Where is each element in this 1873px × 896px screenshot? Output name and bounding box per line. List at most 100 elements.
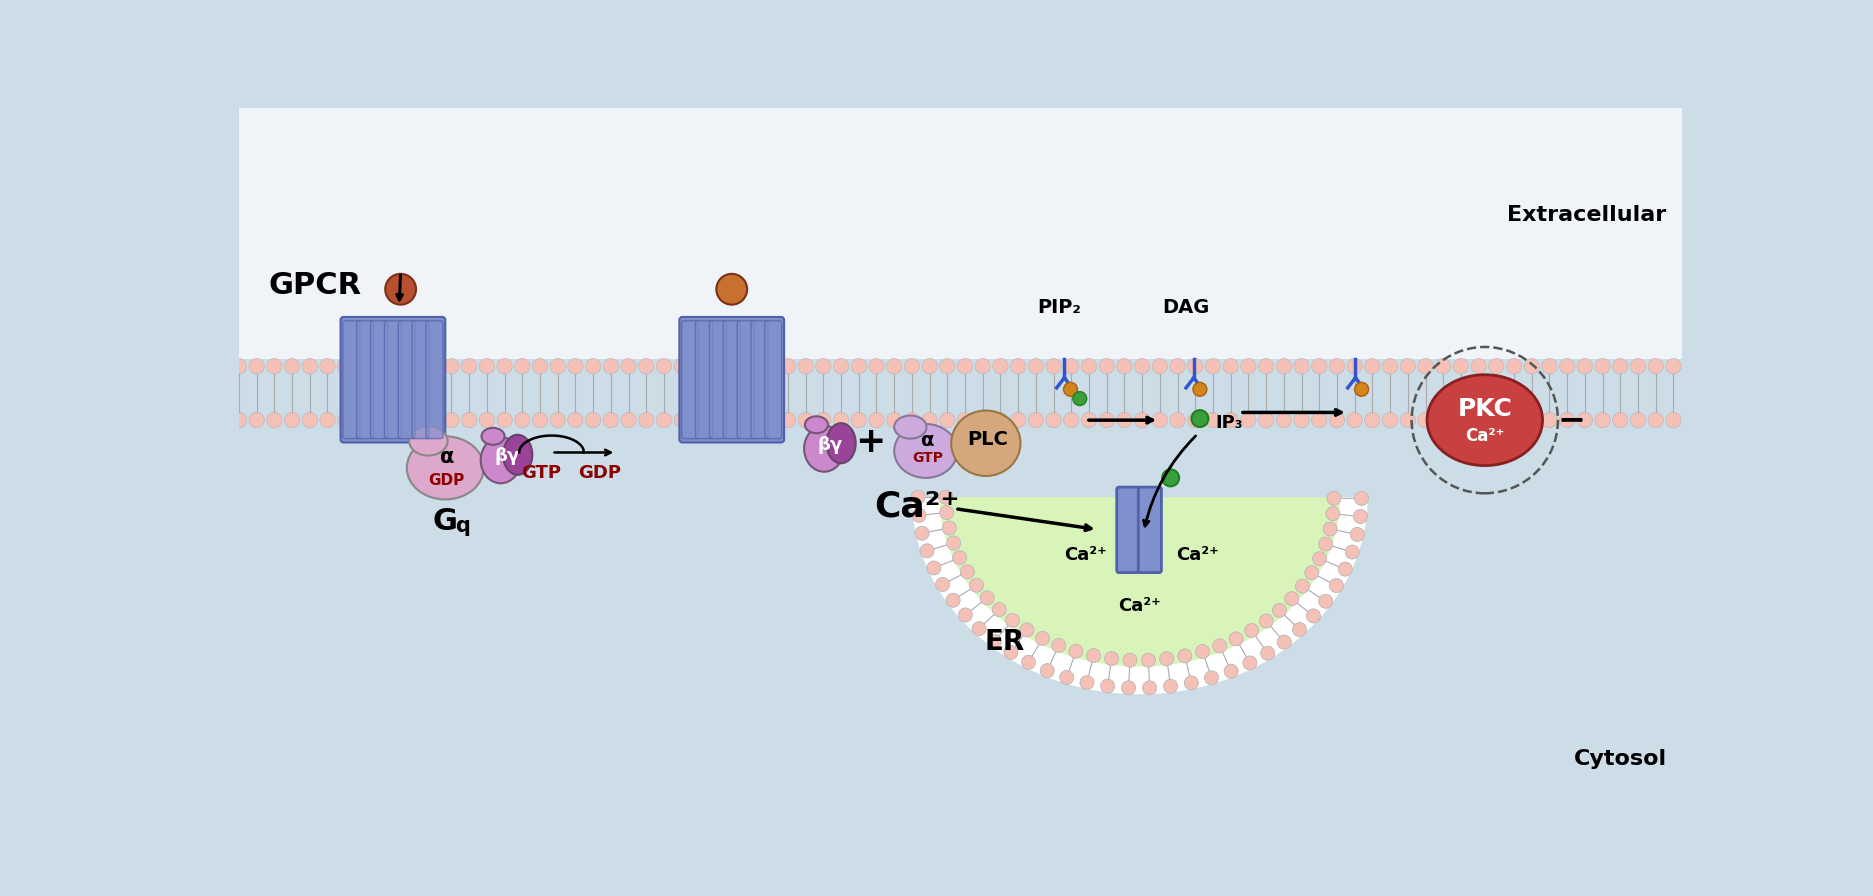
Circle shape (1418, 412, 1433, 428)
FancyBboxPatch shape (710, 321, 727, 439)
Text: Ca²⁺: Ca²⁺ (1118, 598, 1161, 616)
Circle shape (1304, 565, 1319, 580)
Circle shape (1613, 412, 1628, 428)
Circle shape (1229, 632, 1242, 646)
FancyBboxPatch shape (371, 321, 388, 439)
Text: IP₃: IP₃ (1216, 414, 1242, 432)
Circle shape (1068, 644, 1083, 659)
Circle shape (912, 508, 925, 522)
Circle shape (1045, 412, 1060, 428)
Circle shape (1122, 681, 1135, 694)
Circle shape (1122, 653, 1137, 668)
Circle shape (1028, 412, 1043, 428)
Circle shape (1345, 545, 1358, 559)
Circle shape (532, 358, 547, 374)
Circle shape (1337, 562, 1352, 576)
Circle shape (496, 358, 511, 374)
Ellipse shape (893, 424, 957, 478)
Circle shape (249, 358, 264, 374)
Circle shape (496, 412, 511, 428)
Circle shape (938, 358, 955, 374)
Circle shape (1019, 623, 1034, 637)
Circle shape (1086, 649, 1099, 663)
Circle shape (1079, 676, 1094, 690)
Circle shape (1116, 358, 1131, 374)
Circle shape (656, 358, 671, 374)
Circle shape (356, 412, 371, 428)
Circle shape (815, 358, 830, 374)
Circle shape (1311, 358, 1326, 374)
Text: +: + (854, 425, 886, 459)
Polygon shape (912, 497, 1367, 694)
Circle shape (1452, 412, 1468, 428)
Circle shape (1294, 579, 1309, 593)
Bar (238, 108, 1682, 358)
Circle shape (946, 536, 961, 550)
Circle shape (959, 564, 974, 579)
Circle shape (946, 536, 961, 550)
Circle shape (1523, 358, 1538, 374)
Circle shape (914, 526, 929, 540)
Circle shape (1040, 664, 1054, 677)
FancyBboxPatch shape (412, 321, 429, 439)
Text: GDP: GDP (577, 463, 620, 481)
Circle shape (935, 578, 950, 591)
Circle shape (390, 358, 406, 374)
Ellipse shape (481, 428, 504, 444)
FancyBboxPatch shape (680, 317, 783, 443)
Circle shape (230, 358, 247, 374)
Circle shape (1506, 358, 1521, 374)
Circle shape (1558, 412, 1573, 428)
Circle shape (938, 505, 953, 520)
Circle shape (1223, 358, 1238, 374)
Circle shape (886, 412, 901, 428)
Circle shape (1191, 410, 1208, 427)
Circle shape (938, 412, 955, 428)
Circle shape (1143, 681, 1156, 694)
Circle shape (1159, 652, 1172, 666)
Circle shape (373, 358, 388, 374)
Circle shape (1116, 412, 1131, 428)
Circle shape (1060, 670, 1073, 685)
Text: GTP: GTP (912, 451, 944, 465)
Circle shape (1122, 653, 1137, 668)
Circle shape (1141, 653, 1156, 668)
Circle shape (285, 358, 300, 374)
Circle shape (1204, 358, 1219, 374)
Circle shape (980, 591, 993, 605)
Text: βγ: βγ (494, 447, 519, 465)
Circle shape (425, 412, 442, 428)
Circle shape (1071, 392, 1086, 406)
FancyBboxPatch shape (682, 321, 699, 439)
Text: ER: ER (985, 628, 1025, 656)
Circle shape (744, 412, 760, 428)
Circle shape (779, 412, 796, 428)
Circle shape (1010, 358, 1025, 374)
Circle shape (1277, 635, 1290, 649)
Circle shape (920, 544, 933, 557)
Circle shape (1021, 655, 1036, 669)
Circle shape (938, 490, 951, 504)
Circle shape (1487, 412, 1504, 428)
Circle shape (390, 412, 406, 428)
Circle shape (1223, 412, 1238, 428)
Circle shape (1487, 358, 1504, 374)
Circle shape (905, 412, 920, 428)
Circle shape (1261, 646, 1274, 660)
Circle shape (1204, 671, 1217, 685)
Circle shape (1259, 614, 1272, 628)
Circle shape (1004, 645, 1017, 659)
Circle shape (1319, 594, 1332, 608)
Circle shape (1272, 603, 1287, 617)
Circle shape (1382, 358, 1397, 374)
Circle shape (479, 358, 494, 374)
Text: Extracellular: Extracellular (1506, 205, 1665, 225)
Circle shape (568, 412, 583, 428)
Circle shape (1276, 412, 1290, 428)
Circle shape (249, 412, 264, 428)
Circle shape (1277, 635, 1290, 649)
Circle shape (1081, 358, 1096, 374)
Circle shape (1470, 358, 1485, 374)
Circle shape (1036, 632, 1049, 645)
Circle shape (987, 634, 1000, 648)
